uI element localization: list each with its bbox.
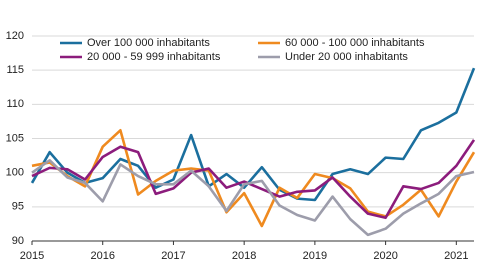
x-tick-label: 2021 xyxy=(444,250,468,262)
y-tick-label: 110 xyxy=(6,98,24,110)
x-tick-label: 2020 xyxy=(373,250,397,262)
series-line xyxy=(30,67,476,202)
series-line xyxy=(31,159,475,237)
x-tick-label: 2016 xyxy=(90,250,114,262)
y-tick-label: 120 xyxy=(6,30,24,42)
y-tick-label: 100 xyxy=(6,167,24,179)
legend-label: Under 20 000 inhabitants xyxy=(285,51,408,63)
y-tick-label: 105 xyxy=(6,132,24,144)
x-tick-label: 2015 xyxy=(20,250,44,262)
y-tick-label: 115 xyxy=(6,64,24,76)
y-tick-label: 95 xyxy=(12,201,24,213)
x-tick-label: 2019 xyxy=(303,250,327,262)
series-line xyxy=(31,139,476,220)
series-line xyxy=(31,129,476,228)
x-tick-label: 2017 xyxy=(161,250,185,262)
x-tick-label: 2018 xyxy=(232,250,256,262)
legend-label: 20 000 - 59 999 inhabitants xyxy=(87,51,221,63)
y-tick-label: 90 xyxy=(12,235,24,247)
legend-label: 60 000 - 100 000 inhabitants xyxy=(285,37,425,49)
legend-label: Over 100 000 inhabitants xyxy=(87,37,210,49)
